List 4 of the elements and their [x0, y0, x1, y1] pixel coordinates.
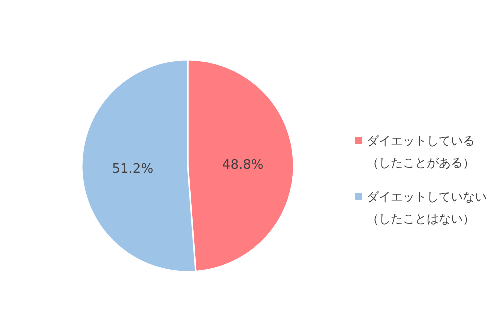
legend-label: ダイエットしていない（したことはない）	[367, 189, 488, 228]
data-label: 48.8%	[222, 158, 264, 173]
legend-label: ダイエットしている（したことがある）	[367, 133, 476, 172]
data-label: 51.2%	[112, 162, 154, 178]
